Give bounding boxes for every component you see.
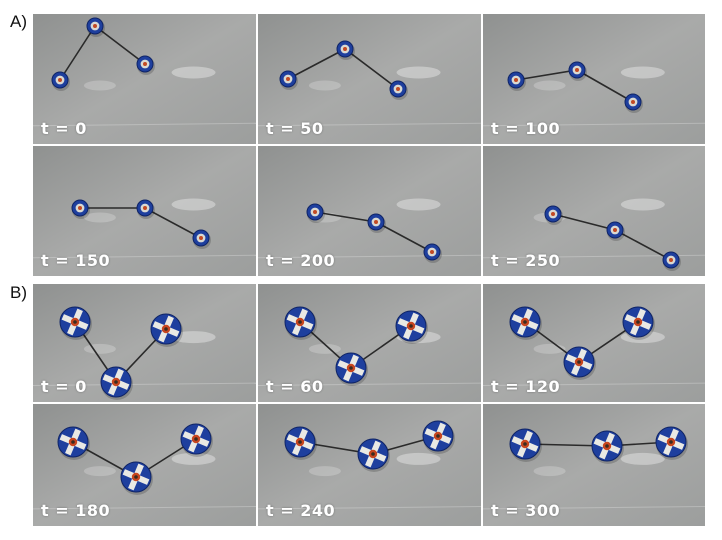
robot-2 [86, 17, 105, 37]
robot-2 [591, 430, 624, 464]
robot-3 [395, 310, 428, 344]
robot-1 [284, 426, 317, 460]
section-b-label: B) [10, 283, 27, 302]
robot-2 [336, 40, 355, 60]
time-label: t = 50 [266, 119, 324, 138]
robot-2 [606, 221, 625, 241]
robot-3 [389, 80, 408, 100]
robot-1 [284, 306, 317, 340]
robot-3 [655, 426, 688, 460]
robot-1 [509, 306, 542, 340]
robot-1 [509, 428, 542, 462]
robot-2 [136, 199, 155, 219]
photo-panel-a-6: t = 250 [483, 146, 705, 276]
time-label: t = 240 [266, 501, 336, 520]
time-label: t = 200 [266, 251, 336, 270]
robot-1 [71, 199, 90, 219]
robot-2 [100, 366, 133, 400]
robot-1 [507, 71, 526, 91]
robot-3 [180, 423, 213, 457]
photo-panel-b-5: t = 240 [258, 404, 481, 526]
robot-3 [622, 306, 655, 340]
time-label: t = 0 [41, 119, 87, 138]
robot-3 [423, 243, 442, 263]
section-a-label: A) [10, 12, 27, 31]
robot-1 [544, 205, 563, 225]
robot-2 [563, 346, 596, 380]
photo-panel-b-3: t = 120 [483, 284, 705, 402]
robot-3 [422, 420, 455, 454]
photo-panel-b-1: t = 0 [33, 284, 256, 402]
robot-1 [306, 203, 325, 223]
photo-panel-b-6: t = 300 [483, 404, 705, 526]
robot-2 [367, 213, 386, 233]
robot-1 [279, 70, 298, 90]
photo-panel-a-4: t = 150 [33, 146, 256, 276]
photo-panel-a-5: t = 200 [258, 146, 481, 276]
photo-panel-a-3: t = 100 [483, 14, 705, 144]
robot-1 [59, 306, 92, 340]
robot-3 [662, 251, 681, 271]
robot-1 [57, 426, 90, 460]
robot-2 [357, 438, 390, 472]
robot-2 [120, 461, 153, 495]
photo-panel-a-1: t = 0 [33, 14, 256, 144]
photo-panel-b-2: t = 60 [258, 284, 481, 402]
time-label: t = 250 [491, 251, 561, 270]
robot-3 [150, 313, 183, 347]
photo-panel-b-4: t = 180 [33, 404, 256, 526]
robot-2 [335, 352, 368, 386]
time-label: t = 150 [41, 251, 111, 270]
photo-panel-a-2: t = 50 [258, 14, 481, 144]
robot-3 [192, 229, 211, 249]
time-label: t = 60 [266, 377, 324, 396]
time-label: t = 100 [491, 119, 561, 138]
robot-2 [568, 61, 587, 81]
time-label: t = 180 [41, 501, 111, 520]
time-label: t = 300 [491, 501, 561, 520]
time-label: t = 0 [41, 377, 87, 396]
robot-1 [51, 71, 70, 91]
robot-3 [624, 93, 643, 113]
robot-3 [136, 55, 155, 75]
time-label: t = 120 [491, 377, 561, 396]
